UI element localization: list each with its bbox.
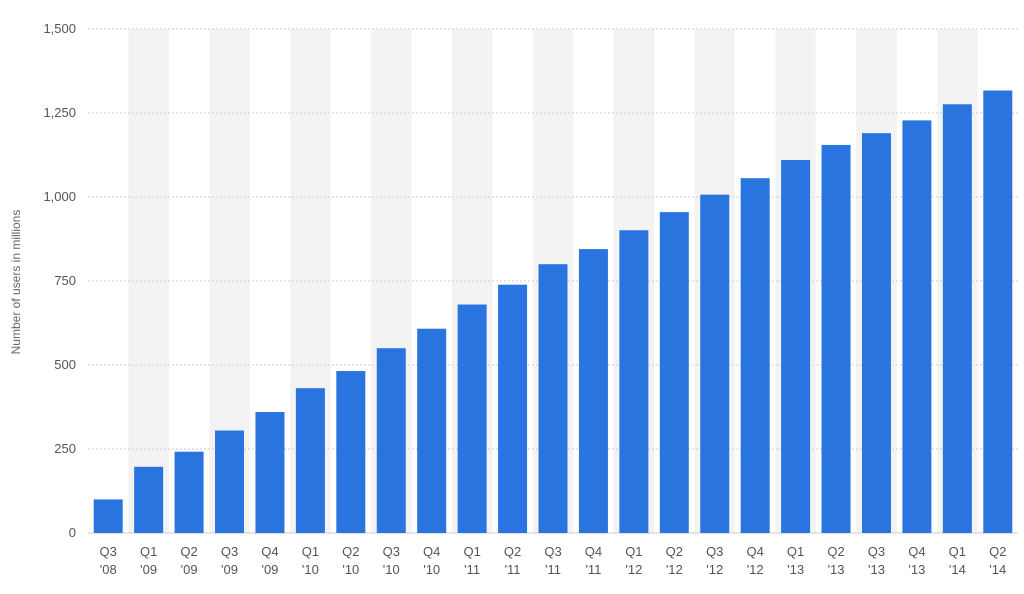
bar bbox=[983, 90, 1013, 533]
x-tick-label-quarter: Q3 bbox=[383, 544, 400, 559]
bar bbox=[942, 104, 972, 533]
x-tick-label-year: '12 bbox=[666, 562, 683, 577]
y-tick-label: 1,500 bbox=[43, 21, 76, 36]
x-tick-label-quarter: Q1 bbox=[302, 544, 319, 559]
y-tick-label: 1,250 bbox=[43, 105, 76, 120]
x-tick-label-year: '13 bbox=[787, 562, 804, 577]
y-tick-label: 250 bbox=[54, 441, 76, 456]
x-tick-label-quarter: Q1 bbox=[787, 544, 804, 559]
x-tick-label-year: '11 bbox=[545, 562, 561, 577]
bar bbox=[255, 412, 285, 533]
x-tick-label-quarter: Q4 bbox=[747, 544, 764, 559]
x-tick-label-year: '13 bbox=[868, 562, 885, 577]
x-tick-label-year: '11 bbox=[464, 562, 480, 577]
x-tick-label-year: '09 bbox=[181, 562, 198, 577]
x-tick-label-quarter: Q2 bbox=[504, 544, 521, 559]
x-tick-label-quarter: Q1 bbox=[463, 544, 480, 559]
x-tick-label-year: '09 bbox=[221, 562, 238, 577]
x-tick-label-quarter: Q3 bbox=[868, 544, 885, 559]
y-tick-label: 0 bbox=[69, 525, 76, 540]
x-tick-label-quarter: Q4 bbox=[423, 544, 440, 559]
x-tick-label-quarter: Q4 bbox=[585, 544, 602, 559]
x-tick-label-quarter: Q2 bbox=[989, 544, 1006, 559]
bar bbox=[134, 466, 164, 533]
x-tick-label-quarter: Q3 bbox=[544, 544, 561, 559]
y-axis-title: Number of users in millions bbox=[9, 210, 23, 355]
x-tick-label-year: '14 bbox=[989, 562, 1006, 577]
x-tick-label-year: '11 bbox=[585, 562, 601, 577]
y-axis-ticks: 0 250 500 750 1,000 1,250 1,500 bbox=[43, 21, 76, 540]
x-tick-label-quarter: Q2 bbox=[666, 544, 683, 559]
x-tick-label-year: '10 bbox=[302, 562, 319, 577]
x-tick-label-year: '13 bbox=[908, 562, 925, 577]
y-tick-label: 1,000 bbox=[43, 189, 76, 204]
bar bbox=[174, 451, 204, 533]
bar bbox=[376, 348, 406, 533]
bar bbox=[700, 194, 730, 533]
bar bbox=[902, 120, 932, 533]
x-tick-label-year: '12 bbox=[747, 562, 764, 577]
x-tick-label-quarter: Q1 bbox=[140, 544, 157, 559]
x-tick-label-quarter: Q4 bbox=[261, 544, 278, 559]
bar bbox=[659, 212, 689, 533]
x-tick-label-year: '13 bbox=[828, 562, 845, 577]
bar bbox=[498, 284, 528, 533]
bars bbox=[93, 90, 1013, 534]
bar bbox=[93, 499, 123, 533]
bar bbox=[336, 371, 366, 533]
x-tick-label-quarter: Q4 bbox=[908, 544, 925, 559]
x-tick-label-year: '09 bbox=[140, 562, 157, 577]
bar bbox=[457, 304, 487, 533]
bar bbox=[861, 133, 891, 533]
bar bbox=[740, 178, 770, 533]
x-tick-label-year: '09 bbox=[261, 562, 278, 577]
bar bbox=[538, 264, 568, 533]
bar bbox=[821, 144, 851, 534]
x-tick-label-year: '08 bbox=[100, 562, 117, 577]
x-tick-label-year: '10 bbox=[383, 562, 400, 577]
x-tick-label-quarter: Q2 bbox=[827, 544, 844, 559]
bar bbox=[619, 230, 649, 533]
bar bbox=[417, 328, 447, 533]
x-tick-label-quarter: Q3 bbox=[706, 544, 723, 559]
x-tick-label-quarter: Q2 bbox=[180, 544, 197, 559]
x-axis-ticks: Q3 '08 Q1 '09 Q2 '09 Q3 '09 Q4 '09 Q1 '10 Q2 '10 Q3 '10… bbox=[100, 544, 1007, 577]
x-tick-label-quarter: Q2 bbox=[342, 544, 359, 559]
x-tick-label-quarter: Q1 bbox=[625, 544, 642, 559]
bar bbox=[295, 388, 325, 533]
y-tick-label: 750 bbox=[54, 273, 76, 288]
x-tick-label-year: '12 bbox=[706, 562, 723, 577]
bar bbox=[781, 160, 811, 534]
x-tick-label-quarter: Q1 bbox=[949, 544, 966, 559]
x-tick-label-year: '10 bbox=[423, 562, 440, 577]
x-tick-label-quarter: Q3 bbox=[221, 544, 238, 559]
x-tick-label-year: '11 bbox=[505, 562, 521, 577]
x-tick-label-quarter: Q3 bbox=[100, 544, 117, 559]
bar bbox=[215, 430, 245, 533]
bar bbox=[578, 249, 608, 533]
x-tick-label-year: '12 bbox=[625, 562, 642, 577]
x-tick-label-year: '14 bbox=[949, 562, 966, 577]
x-tick-label-year: '10 bbox=[342, 562, 359, 577]
y-tick-label: 500 bbox=[54, 357, 76, 372]
